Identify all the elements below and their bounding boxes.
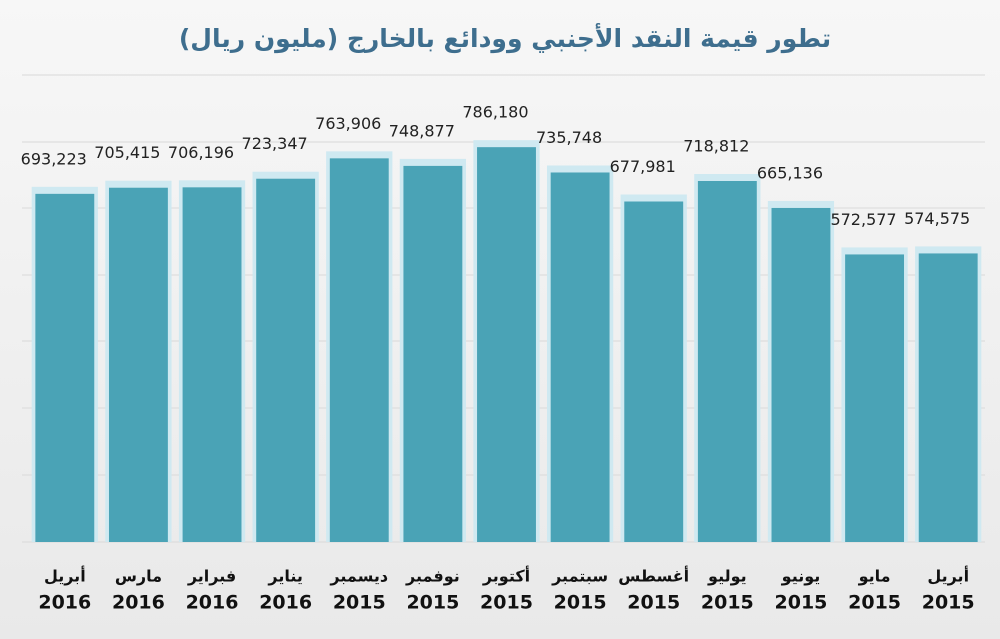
value-label: 718,812 bbox=[683, 136, 749, 155]
chart-title: تطور قيمة النقد الأجنبي وودائع بالخارج (… bbox=[179, 23, 831, 54]
value-label: 574,575 bbox=[904, 209, 970, 228]
bar bbox=[771, 207, 831, 542]
x-tick-year: 2016 bbox=[112, 592, 165, 614]
x-tick-year: 2015 bbox=[922, 592, 975, 614]
bar bbox=[256, 178, 316, 542]
x-tick-label: أبريل bbox=[44, 566, 86, 586]
value-label: 763,906 bbox=[315, 114, 381, 133]
value-label: 748,877 bbox=[389, 121, 455, 140]
x-tick-label: أبريل bbox=[927, 566, 969, 586]
bar bbox=[35, 193, 95, 542]
bar bbox=[329, 158, 389, 542]
value-label: 786,180 bbox=[462, 103, 528, 122]
value-label: 735,748 bbox=[536, 128, 602, 147]
x-tick-label: أغسطس bbox=[618, 566, 689, 586]
bar bbox=[624, 201, 684, 542]
x-tick-year: 2015 bbox=[775, 592, 828, 614]
bar bbox=[845, 254, 905, 543]
x-tick-label: سبتمبر bbox=[551, 567, 608, 586]
x-tick-label: فبراير bbox=[187, 567, 236, 586]
x-tick-label: مايو bbox=[858, 567, 891, 586]
x-tick-year: 2015 bbox=[406, 592, 459, 614]
value-label: 665,136 bbox=[757, 163, 823, 182]
x-tick-year: 2016 bbox=[259, 592, 312, 614]
bar bbox=[550, 172, 610, 542]
bar bbox=[918, 253, 978, 542]
bar bbox=[182, 187, 242, 542]
value-label: 723,347 bbox=[242, 134, 308, 153]
value-label: 705,415 bbox=[94, 143, 160, 162]
value-label: 706,196 bbox=[168, 143, 234, 162]
x-tick-year: 2015 bbox=[333, 592, 386, 614]
bar bbox=[697, 180, 757, 542]
x-tick-year: 2015 bbox=[627, 592, 680, 614]
bar bbox=[477, 147, 536, 542]
value-label: 693,223 bbox=[21, 149, 87, 168]
bar bbox=[108, 187, 168, 542]
x-tick-label: ديسمبر bbox=[329, 567, 388, 586]
x-tick-label: يناير bbox=[267, 567, 303, 586]
x-tick-label: أكتوبر bbox=[482, 566, 530, 586]
x-tick-year: 2015 bbox=[701, 592, 754, 614]
x-tick-label: مارس bbox=[115, 567, 162, 586]
bar bbox=[403, 165, 463, 542]
x-tick-year: 2015 bbox=[848, 592, 901, 614]
value-label: 677,981 bbox=[610, 157, 676, 176]
x-tick-year: 2015 bbox=[480, 592, 533, 614]
x-tick-label: نوفمبر bbox=[405, 567, 460, 586]
x-tick-label: يونيو bbox=[781, 567, 821, 586]
x-tick-label: يوليو bbox=[707, 567, 747, 586]
x-tick-year: 2015 bbox=[554, 592, 607, 614]
value-label: 572,577 bbox=[830, 210, 896, 229]
x-tick-year: 2016 bbox=[38, 592, 91, 614]
x-tick-year: 2016 bbox=[186, 592, 239, 614]
